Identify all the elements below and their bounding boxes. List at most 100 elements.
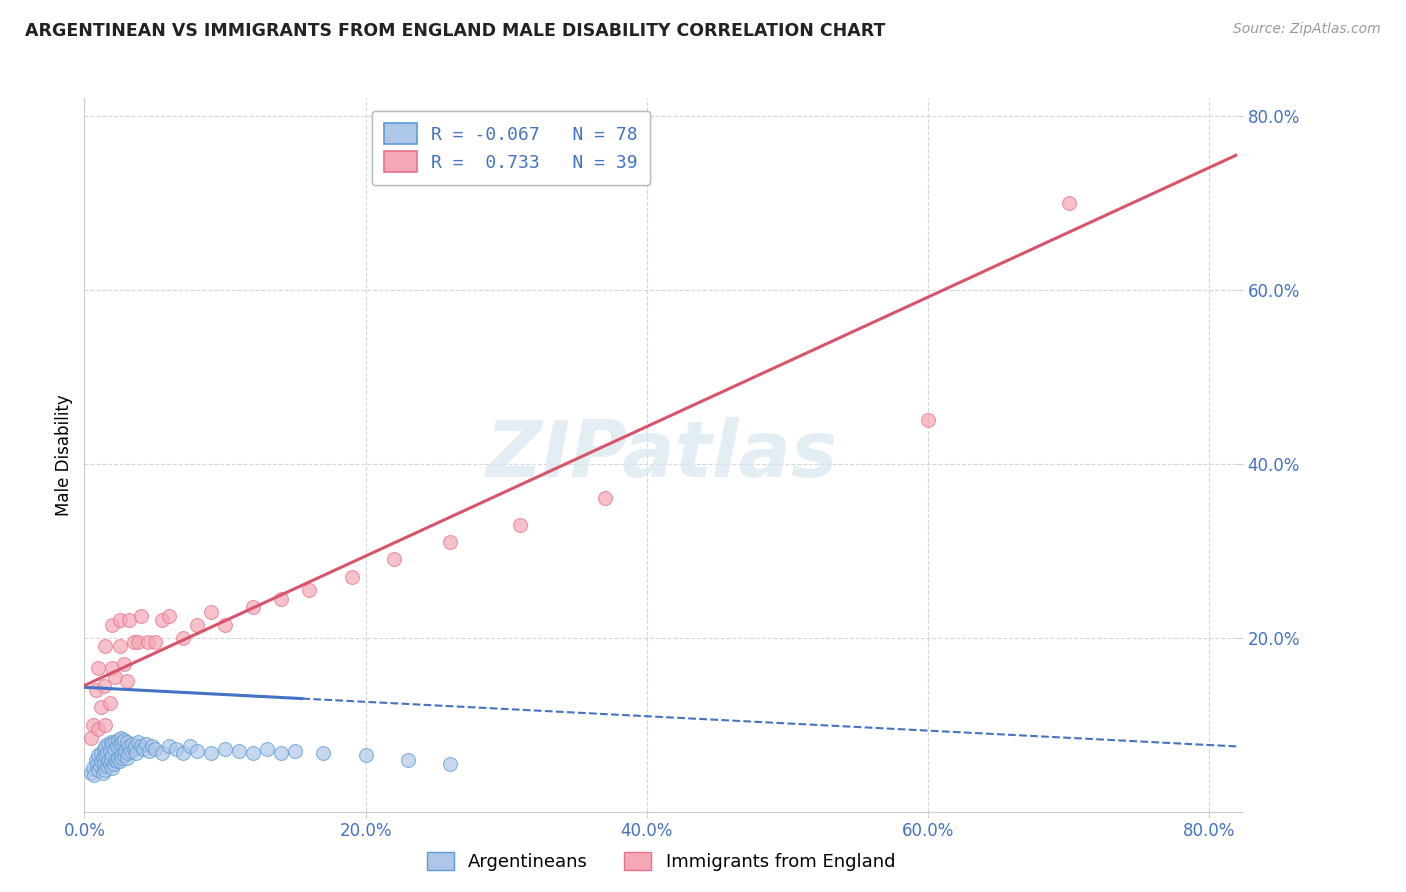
Point	[94, 763, 117, 777]
Point	[138, 744, 160, 758]
Point	[97, 754, 120, 768]
Point	[270, 591, 292, 606]
Point	[228, 744, 250, 758]
Point	[101, 661, 124, 675]
Point	[214, 742, 236, 756]
Point	[101, 737, 124, 751]
Point	[129, 739, 152, 754]
Point	[91, 751, 114, 765]
Point	[86, 756, 108, 771]
Point	[107, 751, 129, 765]
Point	[94, 717, 117, 731]
Point	[242, 600, 264, 615]
Point	[115, 735, 138, 749]
Point	[94, 640, 117, 654]
Point	[98, 744, 121, 758]
Point	[108, 613, 131, 627]
Point	[90, 746, 112, 760]
Point	[509, 517, 531, 532]
Point	[115, 751, 138, 765]
Point	[98, 756, 121, 771]
Point	[82, 761, 104, 775]
Point	[917, 413, 939, 427]
Point	[127, 635, 149, 649]
Point	[90, 700, 112, 714]
Point	[117, 746, 139, 760]
Point	[110, 748, 132, 763]
Point	[110, 731, 132, 745]
Point	[96, 759, 118, 773]
Point	[172, 631, 194, 645]
Point	[103, 756, 125, 771]
Point	[91, 765, 114, 780]
Point	[80, 765, 103, 780]
Point	[93, 742, 115, 756]
Point	[186, 744, 208, 758]
Point	[101, 748, 124, 763]
Point	[129, 608, 152, 623]
Point	[439, 756, 461, 771]
Point	[97, 737, 120, 751]
Text: Source: ZipAtlas.com: Source: ZipAtlas.com	[1233, 22, 1381, 37]
Point	[354, 748, 377, 763]
Point	[122, 635, 145, 649]
Text: ARGENTINEAN VS IMMIGRANTS FROM ENGLAND MALE DISABILITY CORRELATION CHART: ARGENTINEAN VS IMMIGRANTS FROM ENGLAND M…	[25, 22, 886, 40]
Point	[93, 756, 115, 771]
Point	[94, 739, 117, 754]
Point	[157, 608, 180, 623]
Point	[298, 582, 321, 597]
Point	[87, 763, 110, 777]
Point	[108, 754, 131, 768]
Point	[150, 613, 173, 627]
Point	[105, 754, 128, 768]
Point	[94, 748, 117, 763]
Point	[89, 759, 111, 773]
Point	[104, 670, 127, 684]
Legend: Argentineans, Immigrants from England: Argentineans, Immigrants from England	[419, 845, 903, 879]
Point	[256, 742, 278, 756]
Point	[107, 733, 129, 747]
Point	[101, 617, 124, 632]
Point	[100, 752, 122, 766]
Point	[242, 746, 264, 760]
Point	[82, 717, 104, 731]
Point	[157, 739, 180, 754]
Point	[340, 570, 363, 584]
Point	[284, 744, 307, 758]
Point	[200, 746, 222, 760]
Point	[118, 613, 141, 627]
Point	[115, 674, 138, 689]
Point	[111, 751, 134, 765]
Point	[112, 657, 135, 671]
Point	[312, 746, 335, 760]
Point	[124, 739, 146, 754]
Point	[84, 682, 107, 697]
Point	[179, 739, 201, 754]
Point	[136, 635, 159, 649]
Point	[111, 735, 134, 749]
Point	[127, 735, 149, 749]
Point	[112, 748, 135, 763]
Point	[121, 737, 143, 751]
Point	[87, 748, 110, 763]
Point	[125, 746, 148, 760]
Point	[103, 742, 125, 756]
Point	[108, 640, 131, 654]
Point	[83, 768, 105, 782]
Point	[101, 761, 124, 775]
Point	[143, 635, 166, 649]
Point	[122, 742, 145, 756]
Point	[120, 744, 142, 758]
Point	[214, 617, 236, 632]
Point	[150, 746, 173, 760]
Legend: R = -0.067   N = 78, R =  0.733   N = 39: R = -0.067 N = 78, R = 0.733 N = 39	[371, 111, 651, 185]
Point	[396, 752, 419, 766]
Point	[165, 742, 187, 756]
Point	[90, 754, 112, 768]
Point	[100, 735, 122, 749]
Point	[172, 746, 194, 760]
Point	[186, 617, 208, 632]
Point	[87, 722, 110, 736]
Point	[114, 744, 136, 758]
Point	[382, 552, 405, 566]
